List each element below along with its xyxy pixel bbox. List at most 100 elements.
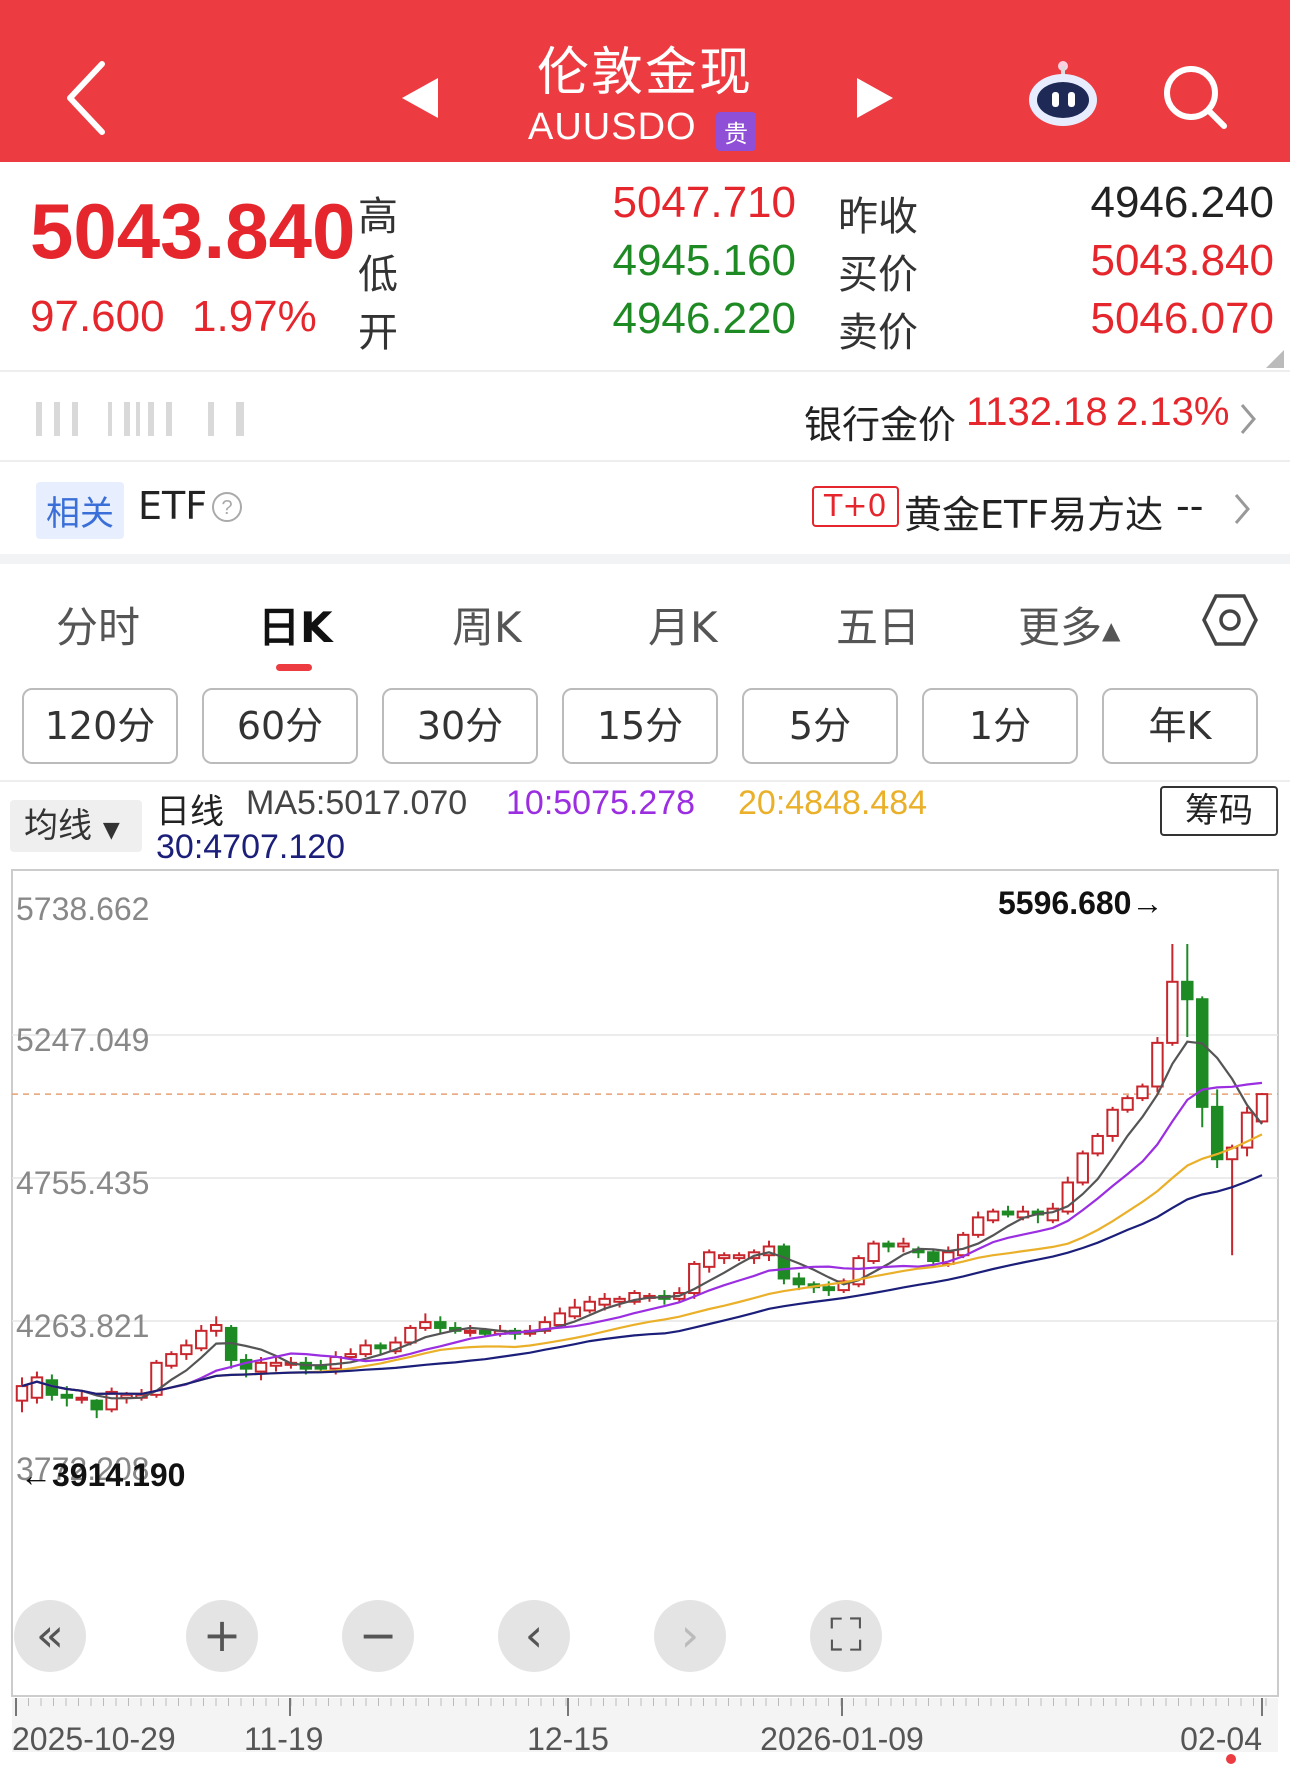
ask-value: 5046.070 <box>1090 294 1274 343</box>
chip-distribution-button[interactable]: 筹码 <box>1160 786 1278 836</box>
interval-year-k[interactable]: 年K <box>1102 688 1258 764</box>
tab-daily-k[interactable]: 日K <box>258 603 333 652</box>
open-label: 开 <box>358 310 398 356</box>
ma5-value: MA5:5017.070 <box>246 784 468 822</box>
category-badge: 贵 <box>716 112 756 151</box>
expand-corner-icon[interactable] <box>1266 350 1284 368</box>
candle-up <box>419 1321 432 1329</box>
candle-up <box>30 1376 44 1399</box>
candle-up <box>867 1242 880 1263</box>
candle-up <box>254 1361 268 1373</box>
dropdown-caret-icon: ▼ <box>102 818 120 843</box>
candle-up <box>613 1297 626 1303</box>
chevron-right-icon <box>1240 404 1256 434</box>
ma10-line <box>21 1081 1263 1396</box>
candle-up <box>956 1233 970 1257</box>
fullscreen-icon[interactable]: ⛶ <box>810 1600 882 1672</box>
candle-up <box>1076 1152 1089 1184</box>
candle-up <box>628 1292 641 1303</box>
kline-panel <box>0 780 1290 1788</box>
move-left-icon[interactable]: ‹ <box>498 1600 570 1672</box>
tab-intraday[interactable]: 分时 <box>56 603 141 652</box>
prev-triangle-icon[interactable] <box>402 78 438 118</box>
candle-up <box>1061 1181 1075 1213</box>
related-tag: 相关 <box>36 482 124 539</box>
candle-down <box>1196 998 1209 1108</box>
ma20-line <box>21 1133 1263 1396</box>
interval-15m[interactable]: 15分 <box>562 688 718 764</box>
loading-placeholder <box>36 402 256 436</box>
scroll-left-double-icon[interactable]: « <box>14 1600 86 1672</box>
candle-up <box>1166 980 1179 1044</box>
candle-up <box>359 1344 372 1356</box>
tab-weekly-k[interactable]: 周K <box>452 603 522 652</box>
x-tick-label: 11-19 <box>244 1721 323 1757</box>
tab-monthly-k[interactable]: 月K <box>648 603 718 652</box>
ma-selector[interactable]: 均线 ▼ <box>10 800 142 852</box>
candle-up <box>1240 1111 1254 1149</box>
interval-5m[interactable]: 5分 <box>742 688 898 764</box>
help-icon[interactable]: ? <box>210 490 244 524</box>
x-axis-band <box>12 1698 1278 1752</box>
bank-gold-label: 银行金价 <box>804 403 957 447</box>
interval-120m[interactable]: 120分 <box>22 688 178 764</box>
app-header: 伦敦金现 AUUSDO 贵 <box>0 0 1290 162</box>
ma20-value: 20:4848.484 <box>738 784 928 822</box>
bank-gold-row[interactable]: 银行金价 1132.18 2.13% <box>0 372 1290 462</box>
max-price-annotation: 5596.680→ <box>998 885 1163 921</box>
candle-up <box>15 1385 29 1402</box>
candle-down <box>822 1286 835 1292</box>
candle-down <box>434 1321 447 1329</box>
back-arrow-icon[interactable] <box>58 58 118 138</box>
chart-frame <box>11 869 1279 1697</box>
etf-row[interactable]: 相关 ETF ? T+0 黄金ETF易方达 -- <box>0 462 1290 564</box>
candle-up <box>1136 1085 1149 1100</box>
settings-hexagon-icon[interactable] <box>1202 592 1258 648</box>
price-change-pct: 1.97% <box>192 292 317 341</box>
interval-60m[interactable]: 60分 <box>202 688 358 764</box>
tab-more[interactable]: 更多▲ <box>1018 594 1120 655</box>
candle-up <box>105 1390 118 1411</box>
tab-five-day[interactable]: 五日 <box>836 603 921 652</box>
zoom-out-icon[interactable]: − <box>342 1600 414 1672</box>
y-tick-label: 4263.821 <box>16 1308 149 1344</box>
candlestick-chart[interactable]: 5738.662 5247.049 4755.435 4263.821 3772.208… <box>0 864 1290 1788</box>
candle-up <box>717 1254 731 1260</box>
bid-value: 5043.840 <box>1090 236 1274 285</box>
price-change: 97.600 <box>30 292 165 341</box>
candle-up <box>404 1326 417 1344</box>
next-triangle-icon[interactable] <box>857 78 893 118</box>
candle-down <box>792 1277 806 1286</box>
move-right-icon[interactable]: › <box>654 1600 726 1672</box>
candle-up <box>897 1242 910 1248</box>
robot-assistant-icon[interactable] <box>1025 58 1101 128</box>
etf-label: ETF <box>138 484 208 528</box>
caret-up-icon: ▲ <box>1102 616 1121 645</box>
min-price-annotation: ←3914.190 <box>20 1457 185 1493</box>
candle-up <box>688 1262 701 1295</box>
low-label: 低 <box>358 252 398 298</box>
candle-up <box>568 1306 582 1318</box>
candle-up <box>1091 1134 1104 1155</box>
candle-up <box>1046 1207 1060 1222</box>
candle-down <box>1001 1210 1015 1216</box>
bank-gold-pct: 2.13% <box>1116 390 1230 434</box>
candle-down <box>927 1251 940 1263</box>
interval-1m[interactable]: 1分 <box>922 688 1078 764</box>
candle-up <box>75 1396 88 1401</box>
chevron-right-icon <box>1234 494 1250 524</box>
interval-30m[interactable]: 30分 <box>382 688 538 764</box>
candle-up <box>150 1361 163 1396</box>
candle-up <box>463 1329 477 1334</box>
ma30-line <box>21 1174 1263 1396</box>
x-tick-label: 12-15 <box>527 1721 609 1757</box>
search-icon[interactable] <box>1160 62 1230 132</box>
quote-panel: 5043.840 97.600 1.97% 高 低 开 5047.710 494… <box>0 162 1290 372</box>
candle-up <box>852 1257 865 1286</box>
candle-down <box>478 1329 492 1335</box>
candle-up <box>583 1300 596 1312</box>
x-tick-label: 02-04 <box>1180 1721 1262 1757</box>
period-tabs: 分时 日K 周K 月K 五日 更多▲ <box>0 564 1290 671</box>
candle-up <box>1151 1041 1164 1088</box>
zoom-in-icon[interactable]: + <box>186 1600 258 1672</box>
